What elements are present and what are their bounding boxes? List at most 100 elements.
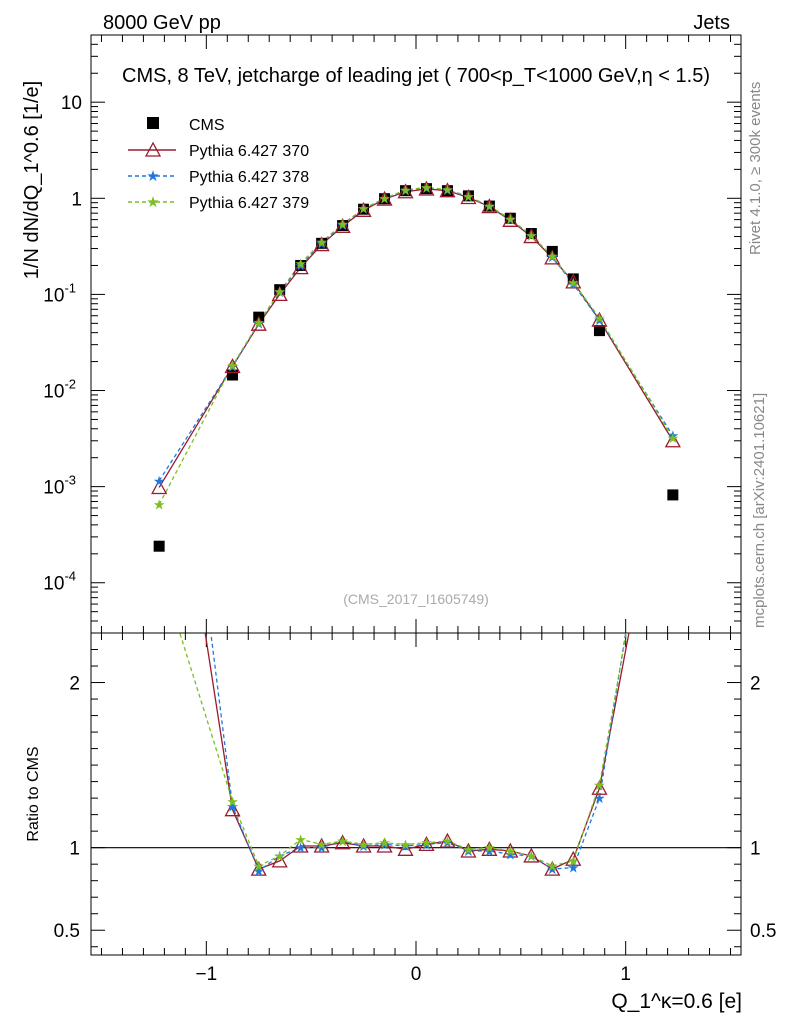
pythia-378-point: ★ bbox=[546, 249, 559, 265]
legend-marker-378: ★ bbox=[146, 168, 159, 185]
pythia-370-point bbox=[544, 249, 561, 265]
cms-data-point bbox=[441, 185, 453, 197]
header-left: 8000 GeV pp bbox=[103, 12, 221, 34]
pythia-378-point: ★ bbox=[504, 212, 517, 228]
ratio-379-point: ★ bbox=[273, 848, 286, 864]
cms-data-point bbox=[483, 200, 495, 212]
legend-marker-370 bbox=[144, 141, 162, 157]
main-y-tick-label: 1 bbox=[71, 189, 82, 210]
ratio-379-point: ★ bbox=[441, 833, 454, 849]
chart-title: CMS, 8 TeV, jetcharge of leading jet ( 7… bbox=[122, 65, 710, 87]
pythia-378-point: ★ bbox=[294, 257, 307, 273]
pythia-379-point: ★ bbox=[420, 179, 433, 195]
pythia-370-point bbox=[355, 201, 372, 217]
ratio-y-tick-label: 0.5 bbox=[54, 921, 80, 942]
cms-data-point bbox=[358, 203, 370, 215]
ratio-378-point: ★ bbox=[462, 843, 475, 859]
ratio-370-point bbox=[439, 832, 456, 848]
pythia-370-point bbox=[591, 311, 608, 327]
pythia-378-point: ★ bbox=[462, 189, 475, 205]
main-y-tick-label: 10-4 bbox=[43, 569, 76, 595]
ratio-370-point bbox=[250, 860, 267, 876]
pythia-370-point bbox=[397, 183, 414, 199]
ratio-panel-frame bbox=[90, 632, 742, 956]
pythia-370-point bbox=[334, 218, 351, 234]
ratio-y-tick-label: 2 bbox=[69, 674, 80, 695]
cms-data-point bbox=[525, 228, 537, 240]
ratio-y-axis-label: Ratio to CMS bbox=[25, 746, 42, 841]
cms-data-point bbox=[400, 185, 412, 197]
pythia-379-point: ★ bbox=[525, 228, 538, 244]
pythia-378-point: ★ bbox=[357, 201, 370, 217]
cms-data-point bbox=[567, 273, 579, 285]
ratio-378-point: ★ bbox=[226, 798, 239, 814]
main-series-line-3 bbox=[158, 186, 674, 505]
cms-data-point bbox=[274, 284, 286, 296]
cms-data-point bbox=[379, 193, 391, 205]
main-y-tick-label: 10 bbox=[61, 93, 82, 114]
pythia-379-point: ★ bbox=[226, 358, 239, 374]
ratio-378-point: ★ bbox=[378, 836, 391, 852]
pythia-370-point bbox=[224, 358, 241, 374]
ratio-379-point: ★ bbox=[504, 843, 517, 859]
ratio-370-point bbox=[376, 837, 393, 853]
ratio-378-point: ★ bbox=[273, 848, 286, 864]
main-y-tick-label: 10-3 bbox=[43, 473, 76, 499]
header-right: Jets bbox=[693, 12, 730, 34]
pythia-370-point bbox=[313, 236, 330, 252]
ratio-axis-ticks: −1 0 1 0.5 0.5 1 1 2 2 bbox=[54, 632, 776, 985]
legend-marker-379: ★ bbox=[146, 194, 159, 211]
pythia-379-point: ★ bbox=[483, 198, 496, 214]
ratio-378-point: ★ bbox=[294, 840, 307, 856]
pythia-379-point: ★ bbox=[273, 284, 286, 300]
x-tick-label: −1 bbox=[195, 964, 217, 985]
pythia-370-point bbox=[481, 198, 498, 214]
pythia-379-point: ★ bbox=[252, 315, 265, 331]
main-y-tick-label: 10-2 bbox=[43, 377, 76, 403]
pythia-370-point bbox=[664, 432, 681, 448]
pythia-378-point: ★ bbox=[441, 182, 454, 198]
ratio-series-line-1 bbox=[210, 633, 627, 872]
main-y-axis-label: 1/N dN/dQ_1^0.6 [1/e] bbox=[21, 81, 43, 279]
ratio-379-point: ★ bbox=[226, 793, 239, 809]
cms-data-point bbox=[667, 489, 679, 501]
ratio-370-point bbox=[313, 837, 330, 853]
main-series-line-2 bbox=[158, 187, 674, 482]
ratio-378-point: ★ bbox=[567, 859, 580, 875]
main-axis-ticks: 10-4 10-3 10-2 10-1 1 10 bbox=[43, 34, 741, 634]
pythia-379-point: ★ bbox=[567, 275, 580, 291]
pythia-379-point: ★ bbox=[441, 182, 454, 198]
pythia-379-point: ★ bbox=[294, 255, 307, 271]
pythia-370-point bbox=[523, 228, 540, 244]
pythia-378-point: ★ bbox=[315, 235, 328, 251]
cms-data-point bbox=[420, 183, 432, 195]
ratio-370-point bbox=[292, 837, 309, 853]
x-tick-label: 1 bbox=[620, 964, 631, 985]
ratio-370-point bbox=[355, 837, 372, 853]
pythia-378-point: ★ bbox=[420, 180, 433, 196]
pythia-378-point: ★ bbox=[525, 228, 538, 244]
ratio-378-point: ★ bbox=[483, 843, 496, 859]
pythia-370-point bbox=[565, 273, 582, 289]
mcplots-label: mcplots.cern.ch [arXiv:2401.10621] bbox=[751, 393, 768, 628]
ratio-378-point: ★ bbox=[504, 846, 517, 862]
ratio-370-point bbox=[271, 852, 288, 868]
pythia-379-point: ★ bbox=[315, 234, 328, 250]
ratio-370-point bbox=[397, 840, 414, 856]
legend-label-cms: CMS bbox=[189, 117, 225, 134]
pythia-378-point: ★ bbox=[399, 183, 412, 199]
ratio-378-point: ★ bbox=[420, 836, 433, 852]
ratio-370-point bbox=[565, 850, 582, 866]
ratio-379-point: ★ bbox=[420, 835, 433, 851]
pythia-378-point: ★ bbox=[336, 217, 349, 233]
ratio-379-point: ★ bbox=[378, 835, 391, 851]
pythia-379-point: ★ bbox=[357, 201, 370, 217]
pythia-379-point: ★ bbox=[378, 190, 391, 206]
main-series-layer: ★★★★★★★★★★ ★ ★ ★★★★★★★★★★★★★★★★★★ ★ ★ ★★★★★★★★ bbox=[151, 179, 681, 552]
pythia-379-point: ★ bbox=[462, 188, 475, 204]
ratio-378-point: ★ bbox=[525, 848, 538, 864]
legend: CMS Pythia 6.427 370 ★ Pythia 6.427 378 … bbox=[128, 117, 309, 212]
main-y-tick-label: 10-1 bbox=[43, 280, 76, 306]
ratio-378-point: ★ bbox=[357, 838, 370, 854]
